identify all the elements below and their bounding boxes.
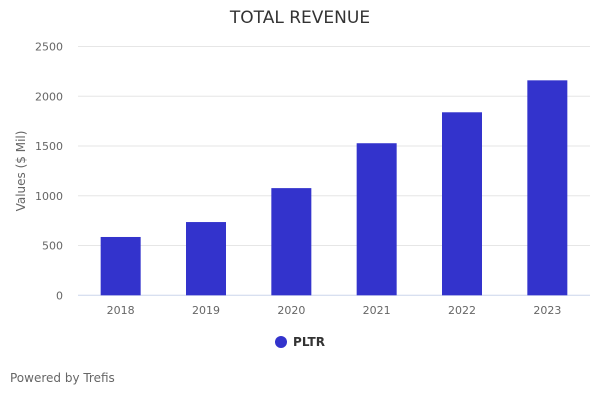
bar-2021	[356, 143, 397, 296]
x-tick-label: 2019	[192, 304, 220, 317]
y-tick-label: 500	[42, 240, 63, 253]
legend-marker	[275, 336, 288, 348]
y-tick-label: 1000	[35, 190, 63, 203]
legend[interactable]: PLTR	[0, 335, 600, 349]
bar-2020	[271, 188, 312, 296]
x-tick-label: 2022	[448, 304, 476, 317]
y-tick-label: 1500	[35, 140, 63, 153]
powered-by-credit: Powered by Trefis	[10, 371, 115, 385]
y-axis-label: Values ($ Mil)	[14, 131, 28, 212]
y-tick-label: 2500	[35, 41, 63, 54]
x-tick-label: 2020	[277, 304, 305, 317]
y-tick-label: 2000	[35, 90, 63, 103]
bar-2019	[186, 222, 226, 296]
chart-title: TOTAL REVENUE	[229, 8, 371, 28]
x-tick-label: 2021	[363, 304, 391, 317]
bar-2023	[527, 80, 568, 296]
y-tick-label: 0	[56, 289, 63, 302]
x-tick-label: 2018	[107, 304, 135, 317]
legend-label: PLTR	[293, 335, 325, 349]
bar-2018	[100, 236, 141, 296]
bar-2022	[442, 112, 482, 296]
x-tick-label: 2023	[533, 304, 561, 317]
